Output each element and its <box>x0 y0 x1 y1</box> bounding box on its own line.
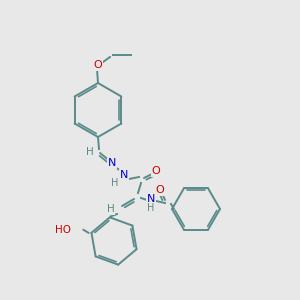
Text: O: O <box>156 185 164 195</box>
Text: N: N <box>120 170 128 180</box>
Text: H: H <box>147 203 155 213</box>
Text: HO: HO <box>56 225 71 235</box>
Text: O: O <box>94 60 102 70</box>
Text: H: H <box>111 178 119 188</box>
Text: N: N <box>147 194 155 204</box>
Text: N: N <box>108 158 116 168</box>
Text: O: O <box>152 166 160 176</box>
Text: H: H <box>107 204 115 214</box>
Text: H: H <box>86 147 94 157</box>
